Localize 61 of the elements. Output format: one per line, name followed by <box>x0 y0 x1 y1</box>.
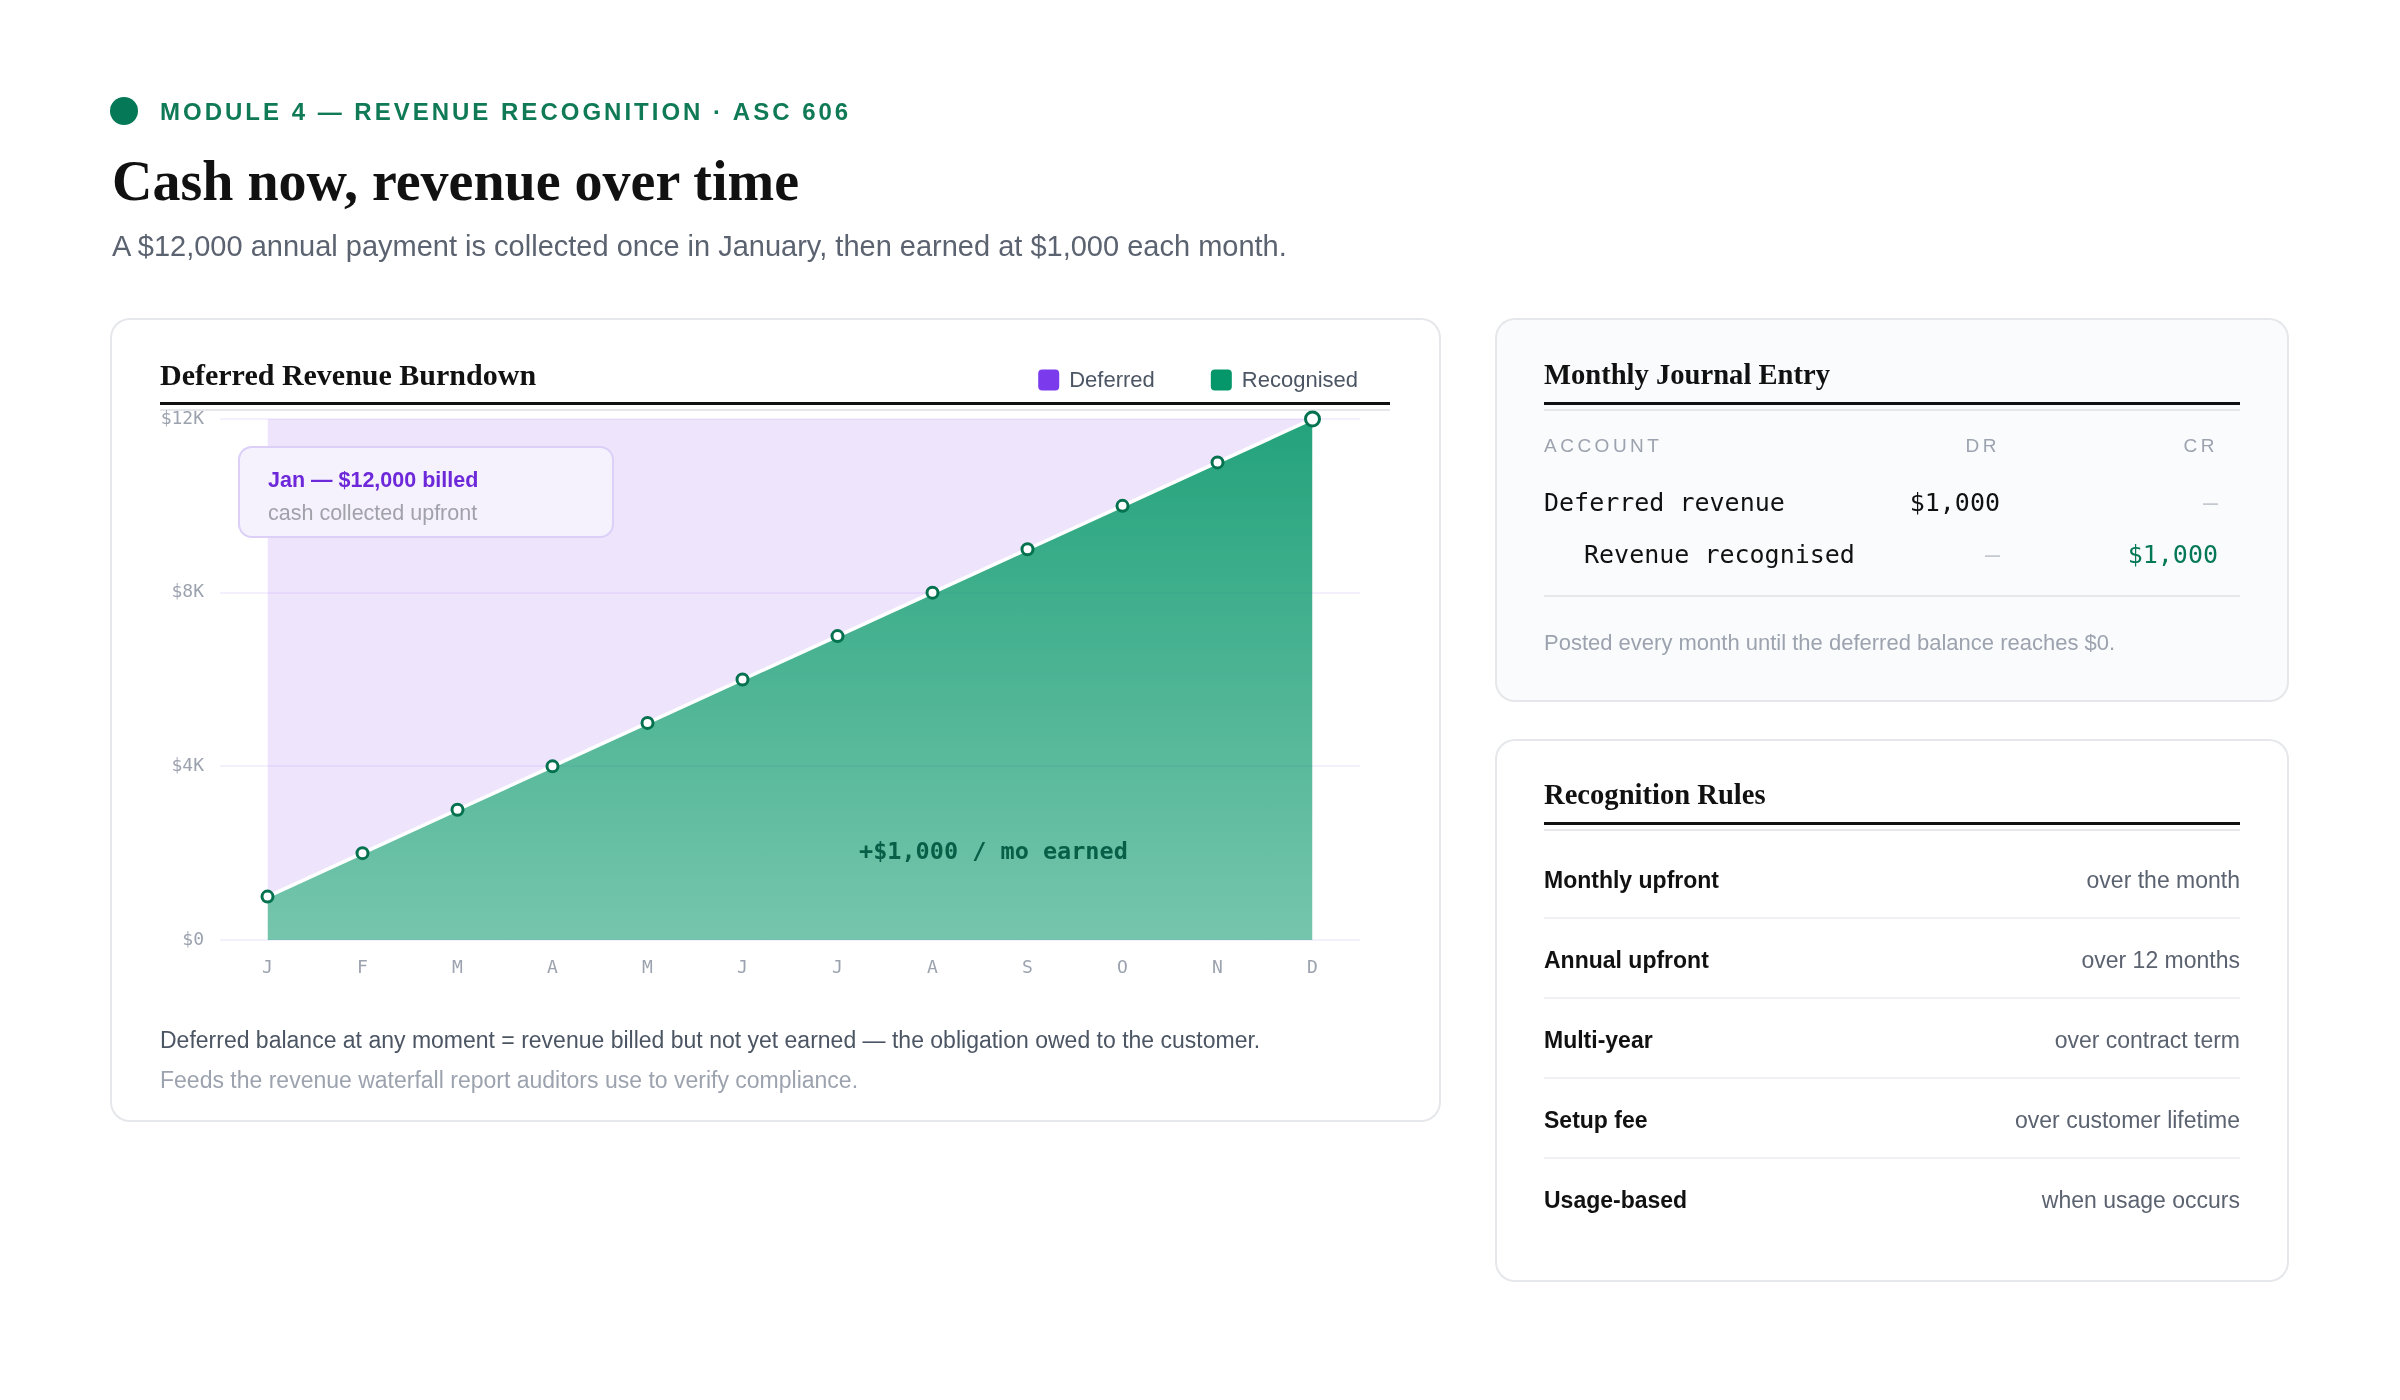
point <box>830 629 845 644</box>
x-tick-label: F <box>357 956 368 978</box>
text: A $12,000 annual payment is collected once in January, then earned at $1,000 each month. <box>112 228 1287 264</box>
text: over the month <box>2086 866 2240 894</box>
x-tick-label: A <box>547 956 559 978</box>
text: — <box>1984 540 2000 570</box>
annotation: cash collected upfront <box>268 500 478 526</box>
text: Annual upfront <box>1544 946 1709 974</box>
text: Recognition Rules <box>1544 778 1766 812</box>
text: Cash now, revenue over time <box>112 148 799 214</box>
x-tick-label: O <box>1117 956 1128 978</box>
y-tick-label: $12K <box>160 406 205 428</box>
x-tick-label: J <box>737 956 748 978</box>
text: over customer lifetime <box>2015 1106 2240 1134</box>
point <box>925 585 940 600</box>
text: over 12 months <box>2081 946 2240 974</box>
point <box>355 846 370 861</box>
x-tick-label: J <box>832 956 843 978</box>
point <box>640 715 655 730</box>
text: Setup fee <box>1544 1106 1648 1134</box>
point <box>450 802 465 817</box>
x-tick-label: D <box>1307 956 1318 978</box>
text: $1,000 <box>2127 540 2218 570</box>
legend-label: Deferred <box>1069 367 1155 393</box>
annotation: +$1,000 / mo earned <box>859 837 1128 865</box>
y-tick-label: $0 <box>182 927 204 949</box>
text: CR <box>2183 433 2218 457</box>
text: Deferred balance at any moment = revenue billed but not yet earned — the obligation owed to the customer. <box>160 1026 1261 1054</box>
x-tick-label: M <box>642 956 654 978</box>
x-tick-label: M <box>452 956 464 978</box>
text: Revenue recognised <box>1584 540 1855 570</box>
text: MODULE 4 — REVENUE RECOGNITION · ASC 606 <box>160 96 852 126</box>
text: Monthly Journal Entry <box>1544 358 1830 392</box>
text: DR <box>1965 433 2000 457</box>
annotation: Jan — $12,000 billed <box>268 467 479 493</box>
y-tick-label: $4K <box>171 754 205 776</box>
point <box>735 672 750 687</box>
x-tick-label: J <box>262 956 273 978</box>
point <box>1210 455 1225 470</box>
text: Deferred revenue <box>1544 488 1785 518</box>
text: Usage-based <box>1544 1186 1688 1214</box>
text: ACCOUNT <box>1544 433 1663 457</box>
text: over contract term <box>2054 1026 2240 1054</box>
point <box>1304 410 1321 428</box>
text: Multi-year <box>1544 1026 1653 1054</box>
point <box>260 889 275 904</box>
point <box>1020 542 1035 557</box>
legend-label: Recognised <box>1241 367 1358 393</box>
chart-title: Deferred Revenue Burndown <box>160 357 537 393</box>
text: $1,000 <box>1909 488 2000 518</box>
x-tick-label: S <box>1022 956 1033 978</box>
point <box>1115 498 1130 513</box>
text: when usage occurs <box>2041 1186 2240 1214</box>
text: Posted every month until the deferred balance reaches $0. <box>1544 630 2116 656</box>
text: Monthly upfront <box>1544 866 1720 894</box>
point <box>545 759 560 774</box>
x-tick-label: A <box>927 956 939 978</box>
y-tick-label: $8K <box>171 580 205 602</box>
text: — <box>2202 488 2218 518</box>
text: Feeds the revenue waterfall report auditors use to verify compliance. <box>160 1066 859 1094</box>
x-tick-label: N <box>1212 956 1223 978</box>
